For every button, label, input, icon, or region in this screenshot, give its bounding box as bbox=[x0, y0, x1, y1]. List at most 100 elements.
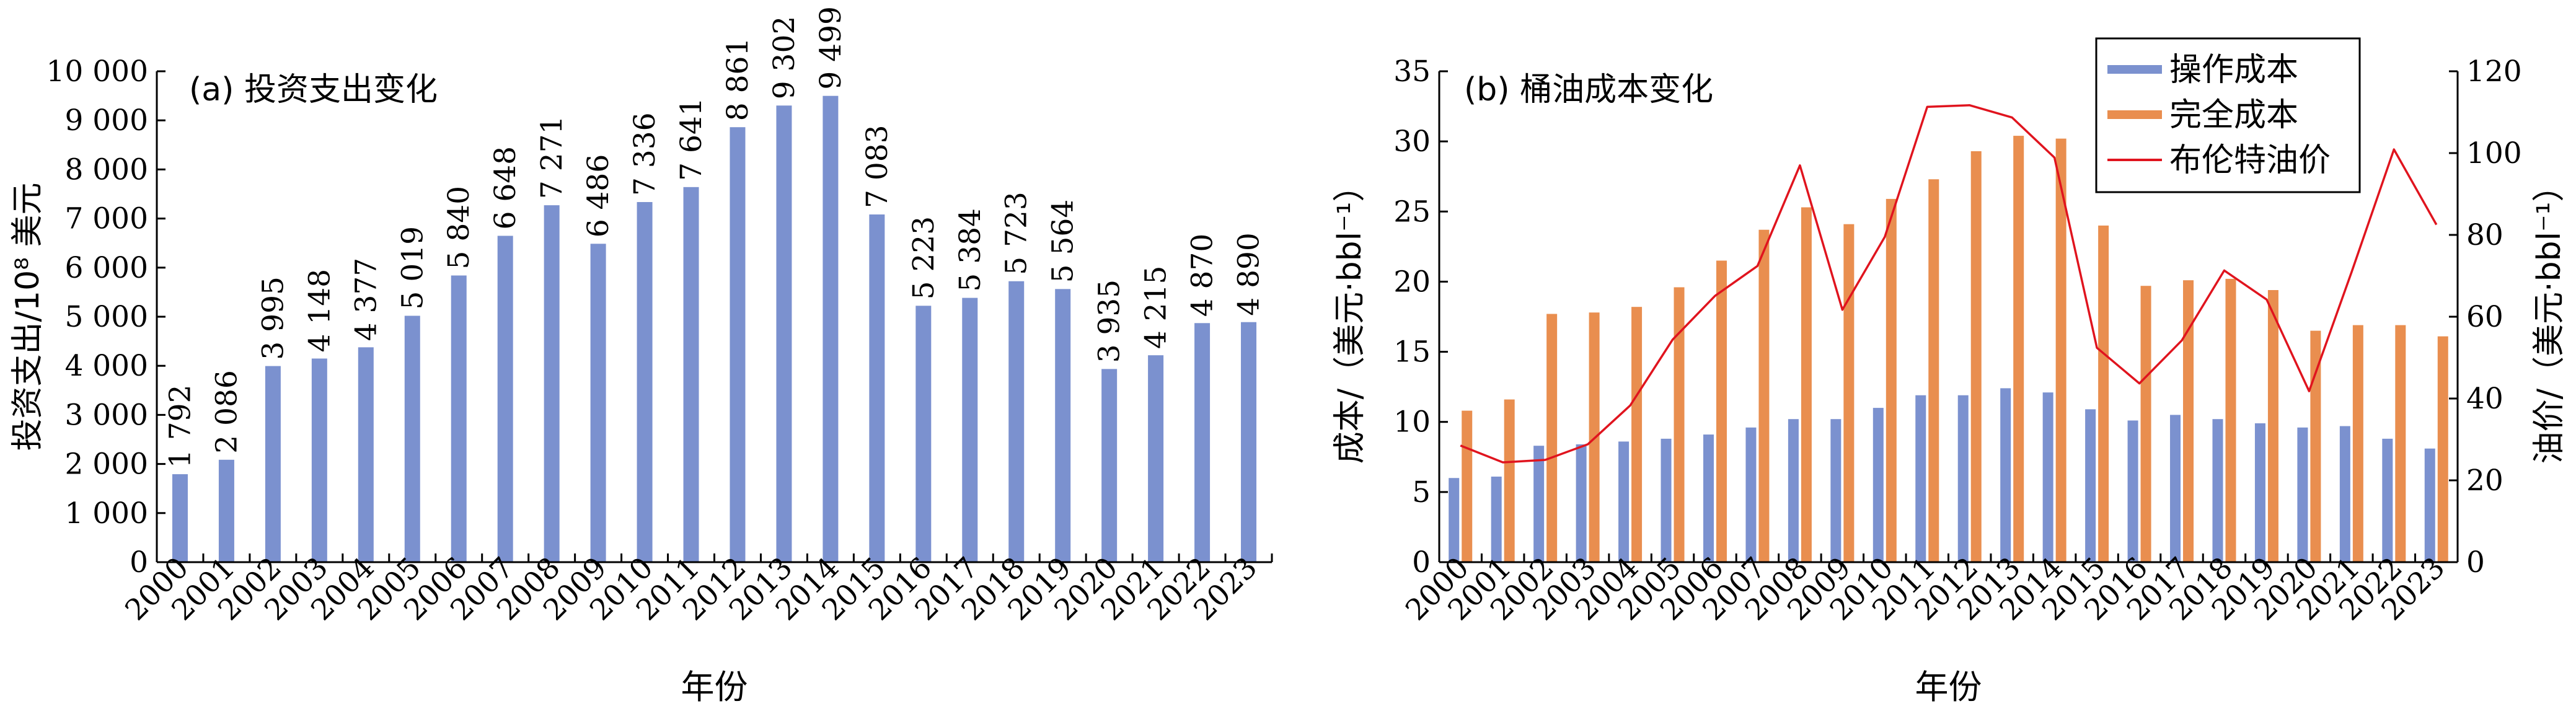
b-bar-full-cost bbox=[1504, 399, 1515, 562]
b-ytick-label: 15 bbox=[1393, 335, 1431, 369]
b-bar-operating-cost bbox=[1830, 419, 1842, 562]
a-bar-data-label: 7 083 bbox=[860, 125, 894, 208]
b-bar-full-cost bbox=[2352, 325, 2363, 562]
a-bar bbox=[544, 205, 560, 562]
a-bar-data-label: 4 215 bbox=[1139, 266, 1173, 350]
a-bar-data-label: 4 870 bbox=[1186, 234, 1220, 317]
a-bar bbox=[358, 347, 374, 562]
b-legend-label: 布伦特油价 bbox=[2169, 142, 2331, 179]
a-bar-data-label: 5 840 bbox=[442, 186, 476, 270]
b-bar-full-cost bbox=[1801, 207, 1812, 562]
a-bar bbox=[962, 298, 978, 562]
a-bar-data-label: 6 648 bbox=[488, 146, 523, 230]
a-bar bbox=[915, 306, 932, 562]
a-bar bbox=[172, 474, 188, 562]
b-bar-operating-cost bbox=[2127, 420, 2138, 562]
b-bar-operating-cost bbox=[2042, 392, 2053, 562]
b-ytick-right-label: 60 bbox=[2466, 300, 2503, 334]
a-bar bbox=[637, 201, 653, 563]
a-bar bbox=[1194, 323, 1211, 562]
a-ytick-label: 2 000 bbox=[64, 447, 148, 482]
a-bar bbox=[1008, 281, 1025, 562]
a-ytick-label: 6 000 bbox=[64, 251, 148, 285]
b-bar-full-cost bbox=[1674, 287, 1685, 562]
a-bar-data-label: 7 641 bbox=[674, 97, 708, 181]
a-bar-data-label: 3 935 bbox=[1093, 280, 1127, 363]
b-bar-full-cost bbox=[1462, 410, 1473, 562]
b-bar-full-cost bbox=[2310, 330, 2321, 562]
a-bar-data-label: 9 302 bbox=[767, 16, 801, 100]
b-bar-operating-cost bbox=[1661, 438, 1672, 562]
b-ytick-right-label: 20 bbox=[2466, 464, 2503, 498]
b-bar-operating-cost bbox=[2170, 415, 2181, 562]
b-bar-operating-cost bbox=[1491, 476, 1502, 562]
b-bar-operating-cost bbox=[1576, 444, 1587, 562]
b-ytick-right-label: 120 bbox=[2466, 55, 2522, 89]
a-bar-data-label: 5 384 bbox=[953, 208, 987, 292]
a-bar bbox=[1241, 322, 1257, 562]
a-bar-data-label: 8 861 bbox=[721, 38, 755, 121]
a-bar bbox=[1055, 289, 1071, 562]
b-ytick-label: 10 bbox=[1393, 405, 1431, 439]
b-chart-title: (b) 桶油成本变化 bbox=[1464, 71, 1713, 108]
b-ytick-right-label: 80 bbox=[2466, 218, 2503, 252]
a-bar bbox=[590, 244, 606, 562]
a-bar bbox=[823, 95, 839, 562]
a-ytick-label: 0 bbox=[130, 545, 148, 580]
b-bar-full-cost bbox=[2055, 138, 2067, 563]
a-ytick-label: 4 000 bbox=[64, 349, 148, 383]
b-ytick-label: 20 bbox=[1393, 265, 1431, 299]
b-bar-operating-cost bbox=[1533, 446, 1545, 562]
b-legend-label: 操作成本 bbox=[2169, 51, 2298, 89]
a-bar-data-label: 4 148 bbox=[302, 269, 337, 353]
b-bar-operating-cost bbox=[2212, 419, 2223, 562]
a-y-axis-label: 投资支出/10⁸ 美元 bbox=[9, 182, 46, 451]
b-ytick-label: 35 bbox=[1393, 55, 1431, 89]
b-bar-operating-cost bbox=[1915, 395, 1926, 562]
b-y-axis-label-right: 油价/（美元·bbl⁻¹） bbox=[2531, 170, 2568, 464]
b-bar-full-cost bbox=[1631, 307, 1643, 562]
b-bar-full-cost bbox=[2395, 325, 2406, 562]
b-bar-operating-cost bbox=[1618, 441, 1630, 562]
a-bar-data-label: 6 486 bbox=[581, 154, 615, 238]
b-ytick-label: 0 bbox=[1412, 545, 1431, 580]
a-bar-data-label: 4 377 bbox=[349, 258, 383, 342]
b-bar-full-cost bbox=[1886, 198, 1897, 562]
b-ytick-label: 25 bbox=[1393, 195, 1431, 229]
b-ytick-label: 5 bbox=[1412, 475, 1431, 509]
b-ytick-label: 30 bbox=[1393, 125, 1431, 159]
a-bar-data-label: 5 223 bbox=[907, 216, 941, 300]
a-ytick-label: 3 000 bbox=[64, 398, 148, 432]
a-bar-data-label: 3 995 bbox=[256, 276, 290, 360]
b-bar-operating-cost bbox=[2339, 426, 2350, 562]
b-bar-operating-cost bbox=[1745, 427, 1757, 562]
b-bar-full-cost bbox=[2013, 136, 2024, 562]
b-ytick-right-label: 40 bbox=[2466, 382, 2503, 416]
b-bar-full-cost bbox=[1928, 179, 1939, 562]
b-x-axis-label: 年份 bbox=[1915, 668, 1982, 707]
b-bar-full-cost bbox=[2267, 290, 2278, 562]
b-bar-full-cost bbox=[2225, 278, 2236, 562]
b-bar-full-cost bbox=[2183, 280, 2194, 562]
b-bar-operating-cost bbox=[1788, 419, 1799, 562]
a-ytick-label: 5 000 bbox=[64, 300, 148, 334]
a-bar-data-label: 9 499 bbox=[814, 6, 848, 90]
b-legend-swatch-full-cost bbox=[2107, 110, 2162, 119]
a-bar bbox=[730, 127, 746, 562]
a-bar bbox=[776, 105, 792, 562]
b-bar-operating-cost bbox=[1703, 434, 1714, 562]
b-bar-full-cost bbox=[2437, 336, 2448, 562]
b-bar-operating-cost bbox=[1449, 478, 1460, 562]
b-bar-full-cost bbox=[2140, 286, 2151, 562]
b-legend-label: 完全成本 bbox=[2169, 97, 2298, 134]
a-bar bbox=[451, 275, 467, 562]
b-bar-operating-cost bbox=[2085, 409, 2096, 562]
a-bar-data-label: 7 336 bbox=[628, 112, 662, 196]
b-bar-full-cost bbox=[1546, 314, 1558, 562]
b-bar-operating-cost bbox=[2254, 423, 2265, 562]
b-ytick-right-label: 100 bbox=[2466, 136, 2522, 170]
a-bar bbox=[311, 358, 327, 562]
a-chart-title: (a) 投资支出变化 bbox=[189, 71, 438, 108]
